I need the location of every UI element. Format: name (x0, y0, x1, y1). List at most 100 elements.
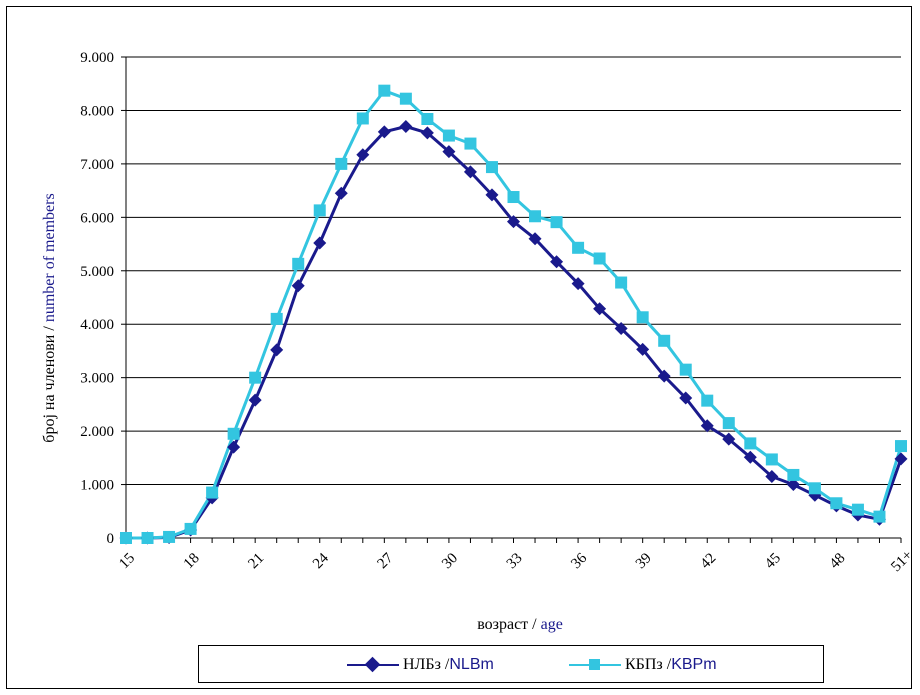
series-0-point (442, 145, 456, 159)
series-1-point (141, 532, 154, 544)
series-1-point (249, 371, 262, 384)
series-1-point (399, 92, 412, 105)
y-tick-label: 3.000 (80, 371, 114, 387)
series-0-point (291, 279, 305, 293)
series-0-point (700, 419, 714, 433)
series-0-point (485, 188, 499, 202)
series-1-point (636, 311, 649, 324)
series-1-point (550, 216, 563, 229)
series-line-0 (126, 125, 903, 540)
x-tick-label: 33 (504, 550, 526, 572)
series-0-point (334, 186, 348, 200)
legend-swatch-kbpm (569, 655, 621, 675)
x-tick-label: 15 (116, 550, 138, 572)
series-1-point (615, 276, 628, 289)
series-0-point (657, 369, 671, 383)
series-1-point (765, 453, 778, 466)
series-1-point (442, 129, 455, 142)
series-0-point (636, 342, 650, 356)
series-1-point (292, 257, 305, 270)
series-0-point (463, 165, 477, 179)
x-tick-label: 30 (439, 550, 461, 572)
series-1-point (378, 84, 391, 97)
series-1-point (572, 241, 585, 254)
legend-label-nlbm-en: NLBm (449, 656, 494, 673)
legend-label-nlbm-mk: НЛБз / (403, 656, 450, 673)
x-tick-label: 27 (375, 550, 397, 572)
series-1-point (658, 334, 671, 347)
series-0-point (743, 450, 757, 464)
series-0-point (507, 215, 520, 229)
series-1-point (120, 532, 132, 544)
series-0-point (528, 232, 542, 246)
series-0-point (313, 236, 327, 250)
series-0-point (399, 119, 413, 133)
series-0-point (894, 452, 908, 466)
series-1-point (895, 440, 907, 453)
series-1-point (722, 417, 735, 430)
series-0-point (356, 148, 370, 162)
series-0-point (765, 470, 779, 484)
series-1-point (206, 486, 219, 499)
series-1-point (830, 497, 843, 510)
series-0-point (786, 478, 800, 492)
series-0-point (571, 277, 585, 291)
y-axis-title: број на членови / number of members (41, 193, 58, 443)
x-tick-label: 36 (568, 550, 590, 572)
series-0-point (593, 302, 607, 316)
legend-swatch-nlbm (347, 655, 399, 675)
series-1-point (464, 137, 477, 150)
series-1-point (529, 210, 542, 223)
x-tick-label: 48 (827, 550, 849, 572)
chart-legend: НЛБз / NLBm КБПз / KBPm (198, 645, 824, 683)
y-tick-label: 5.000 (80, 264, 114, 280)
y-tick-label: 2.000 (80, 424, 114, 440)
y-tick-label: 8.000 (80, 103, 114, 119)
chart-frame (6, 6, 912, 689)
x-tick-label: 24 (310, 550, 332, 572)
series-0-point (679, 391, 693, 405)
series-1-point (421, 112, 434, 125)
series-1-point (593, 252, 606, 265)
series-1-point (679, 363, 692, 376)
series-0-point (550, 255, 564, 269)
series-1-point (270, 312, 283, 325)
legend-label-kbpm-en: KBPm (671, 656, 717, 673)
series-1-point (356, 112, 369, 125)
y-tick-label: 6.000 (80, 210, 114, 226)
x-tick-label: 39 (633, 550, 655, 572)
series-1-point (163, 530, 176, 543)
series-1-point (184, 522, 197, 535)
series-0-point (227, 440, 241, 454)
y-tick-label: 0 (107, 531, 115, 547)
series-0-point (420, 126, 434, 140)
series-1-point (701, 394, 714, 407)
legend-item-nlbm: НЛБз / NLBm (347, 646, 494, 684)
x-tick-label: 45 (762, 550, 784, 572)
x-axis-title: возраст / age (477, 616, 563, 633)
y-tick-label: 7.000 (80, 157, 114, 173)
legend-label-kbpm-mk: КБПз / (625, 656, 672, 673)
y-tick-label: 4.000 (80, 317, 114, 333)
x-tick-label: 51+ (888, 547, 916, 575)
series-1-point (744, 437, 757, 450)
x-tick-label: 21 (245, 550, 267, 572)
x-tick-label: 42 (697, 550, 719, 572)
series-1-point (313, 204, 326, 217)
y-tick-label: 9.000 (80, 50, 114, 66)
series-0-point (614, 321, 628, 335)
series-1-point (335, 157, 348, 170)
series-1-point (485, 161, 498, 174)
series-1-point (227, 427, 240, 440)
series-1-point (507, 191, 520, 204)
y-tick-label: 1.000 (80, 478, 114, 494)
series-1-point (808, 482, 821, 495)
series-0-point (248, 393, 262, 407)
series-0-point (270, 343, 284, 357)
series-0-point (722, 432, 736, 446)
x-tick-label: 18 (181, 550, 203, 572)
series-1-point (787, 468, 800, 481)
series-1-point (873, 510, 886, 523)
legend-item-kbpm: КБПз / KBPm (569, 646, 717, 684)
